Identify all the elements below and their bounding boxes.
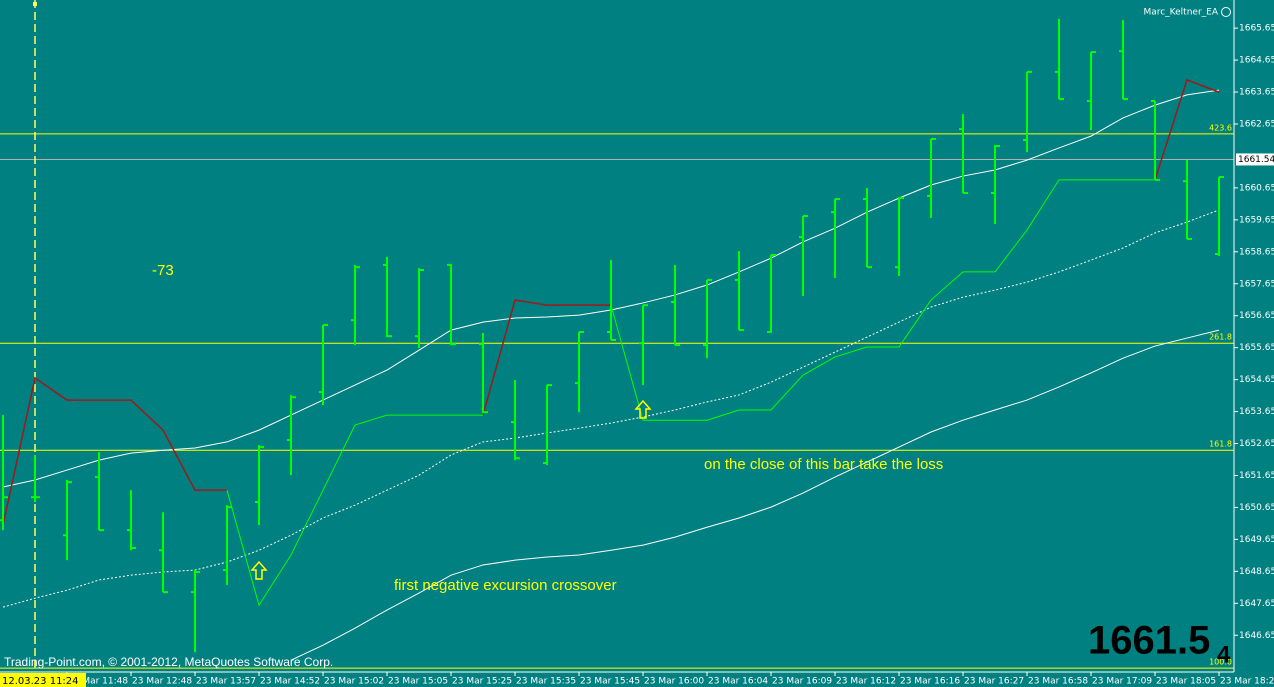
indicator-line [482,299,611,416]
crosshair-label: 12.03.23 11:24 [2,676,79,687]
arrow-up [634,399,652,419]
profit-annotation: -73 [152,262,174,279]
level-label: 161.8 [1209,440,1232,449]
y-tick-label: 1650.65 [1239,503,1274,513]
plot-layer: 423.6 261.8 161.8 100.0 [0,0,1234,672]
indicator-line [610,179,1155,421]
indicator-line [290,329,1220,661]
x-tick-label: 23 Mar 18:05 [1156,677,1216,687]
y-tick-label: 1658.65 [1239,247,1274,257]
level-label: 100.0 [1209,658,1232,667]
ea-smiley [1221,7,1231,17]
x-tick-label: 23 Mar 16:04 [708,677,768,687]
x-tick-label: 23 Mar 16:09 [772,677,832,687]
x-tick-label: 23 Mar 13:57 [196,677,256,687]
big-price-digit: 4 [1217,641,1231,668]
crosshair-label-box [0,673,86,687]
indicator-line [226,414,483,607]
y-tick-label: 1648.65 [1239,567,1274,577]
x-tick-label: 23 Mar 15:25 [452,677,512,687]
crossover-annotation: first negative excursion crossover [394,577,617,594]
indicator-line [2,376,227,526]
y-tick-label: 1654.65 [1239,375,1274,385]
x-tick-label: 23 Mar 15:45 [580,677,640,687]
x-tick-label: 23 Mar 16:12 [836,677,896,687]
x-tick-label: 23 Mar 16:00 [644,677,704,687]
big-price: 1661.5 [1088,619,1210,663]
y-tick-label: 1659.65 [1239,215,1274,225]
y-tick-label: 1660.65 [1239,183,1274,193]
x-tick-label: 23 Mar 15:02 [324,677,384,687]
x-tick-label: 23 Mar 16:58 [1028,677,1088,687]
crosshair-marker [33,2,37,6]
x-tick-label: 23 Mar 16:27 [964,677,1024,687]
y-tick-label: 1647.65 [1239,599,1274,609]
indicator-line [2,209,1220,608]
y-tick-label: 1646.65 [1239,631,1274,641]
y-tick-label: 1649.65 [1239,535,1274,545]
x-tick-label: 23 Mar 16:16 [900,677,960,687]
loss-annotation: on the close of this bar take the loss [704,456,943,473]
current-price-box [1236,153,1274,166]
y-tick-label: 1655.65 [1239,343,1274,353]
x-tick-label: 23 Mar 18:24 [1220,677,1274,687]
y-tick-label: 1656.65 [1239,311,1274,321]
copyright: Trading-Point.com, © 2001-2012, MetaQuot… [4,655,333,669]
level-label: 261.8 [1209,333,1232,342]
y-tick-label: 1664.65 [1239,56,1274,66]
x-tick-label: 23 Mar 17:09 [1092,677,1152,687]
y-tick-label: 1652.65 [1239,439,1274,449]
ea-name: Marc_Keltner_EA [1143,8,1218,18]
indicator-line [1154,78,1220,181]
arrow-up [250,560,268,580]
x-tick-label: 23 Mar 12:48 [132,677,192,687]
x-tick-label: 23 Mar 15:35 [516,677,576,687]
x-tick-label: 23 Mar 14:52 [260,677,320,687]
x-tick-label: 23 Mar 15:05 [388,677,448,687]
current-price-label: 1661.54 [1238,155,1274,165]
y-tick-label: 1663.65 [1239,88,1274,98]
y-tick-label: 1662.65 [1239,119,1274,129]
y-tick-label: 1653.65 [1239,407,1274,417]
x-tick-label: 23 Mar 11:48 [68,677,128,687]
y-tick-label: 1665.65 [1239,24,1274,34]
level-label: 423.6 [1209,123,1232,132]
y-tick-label: 1657.65 [1239,279,1274,289]
y-tick-label: 1651.65 [1239,471,1274,481]
